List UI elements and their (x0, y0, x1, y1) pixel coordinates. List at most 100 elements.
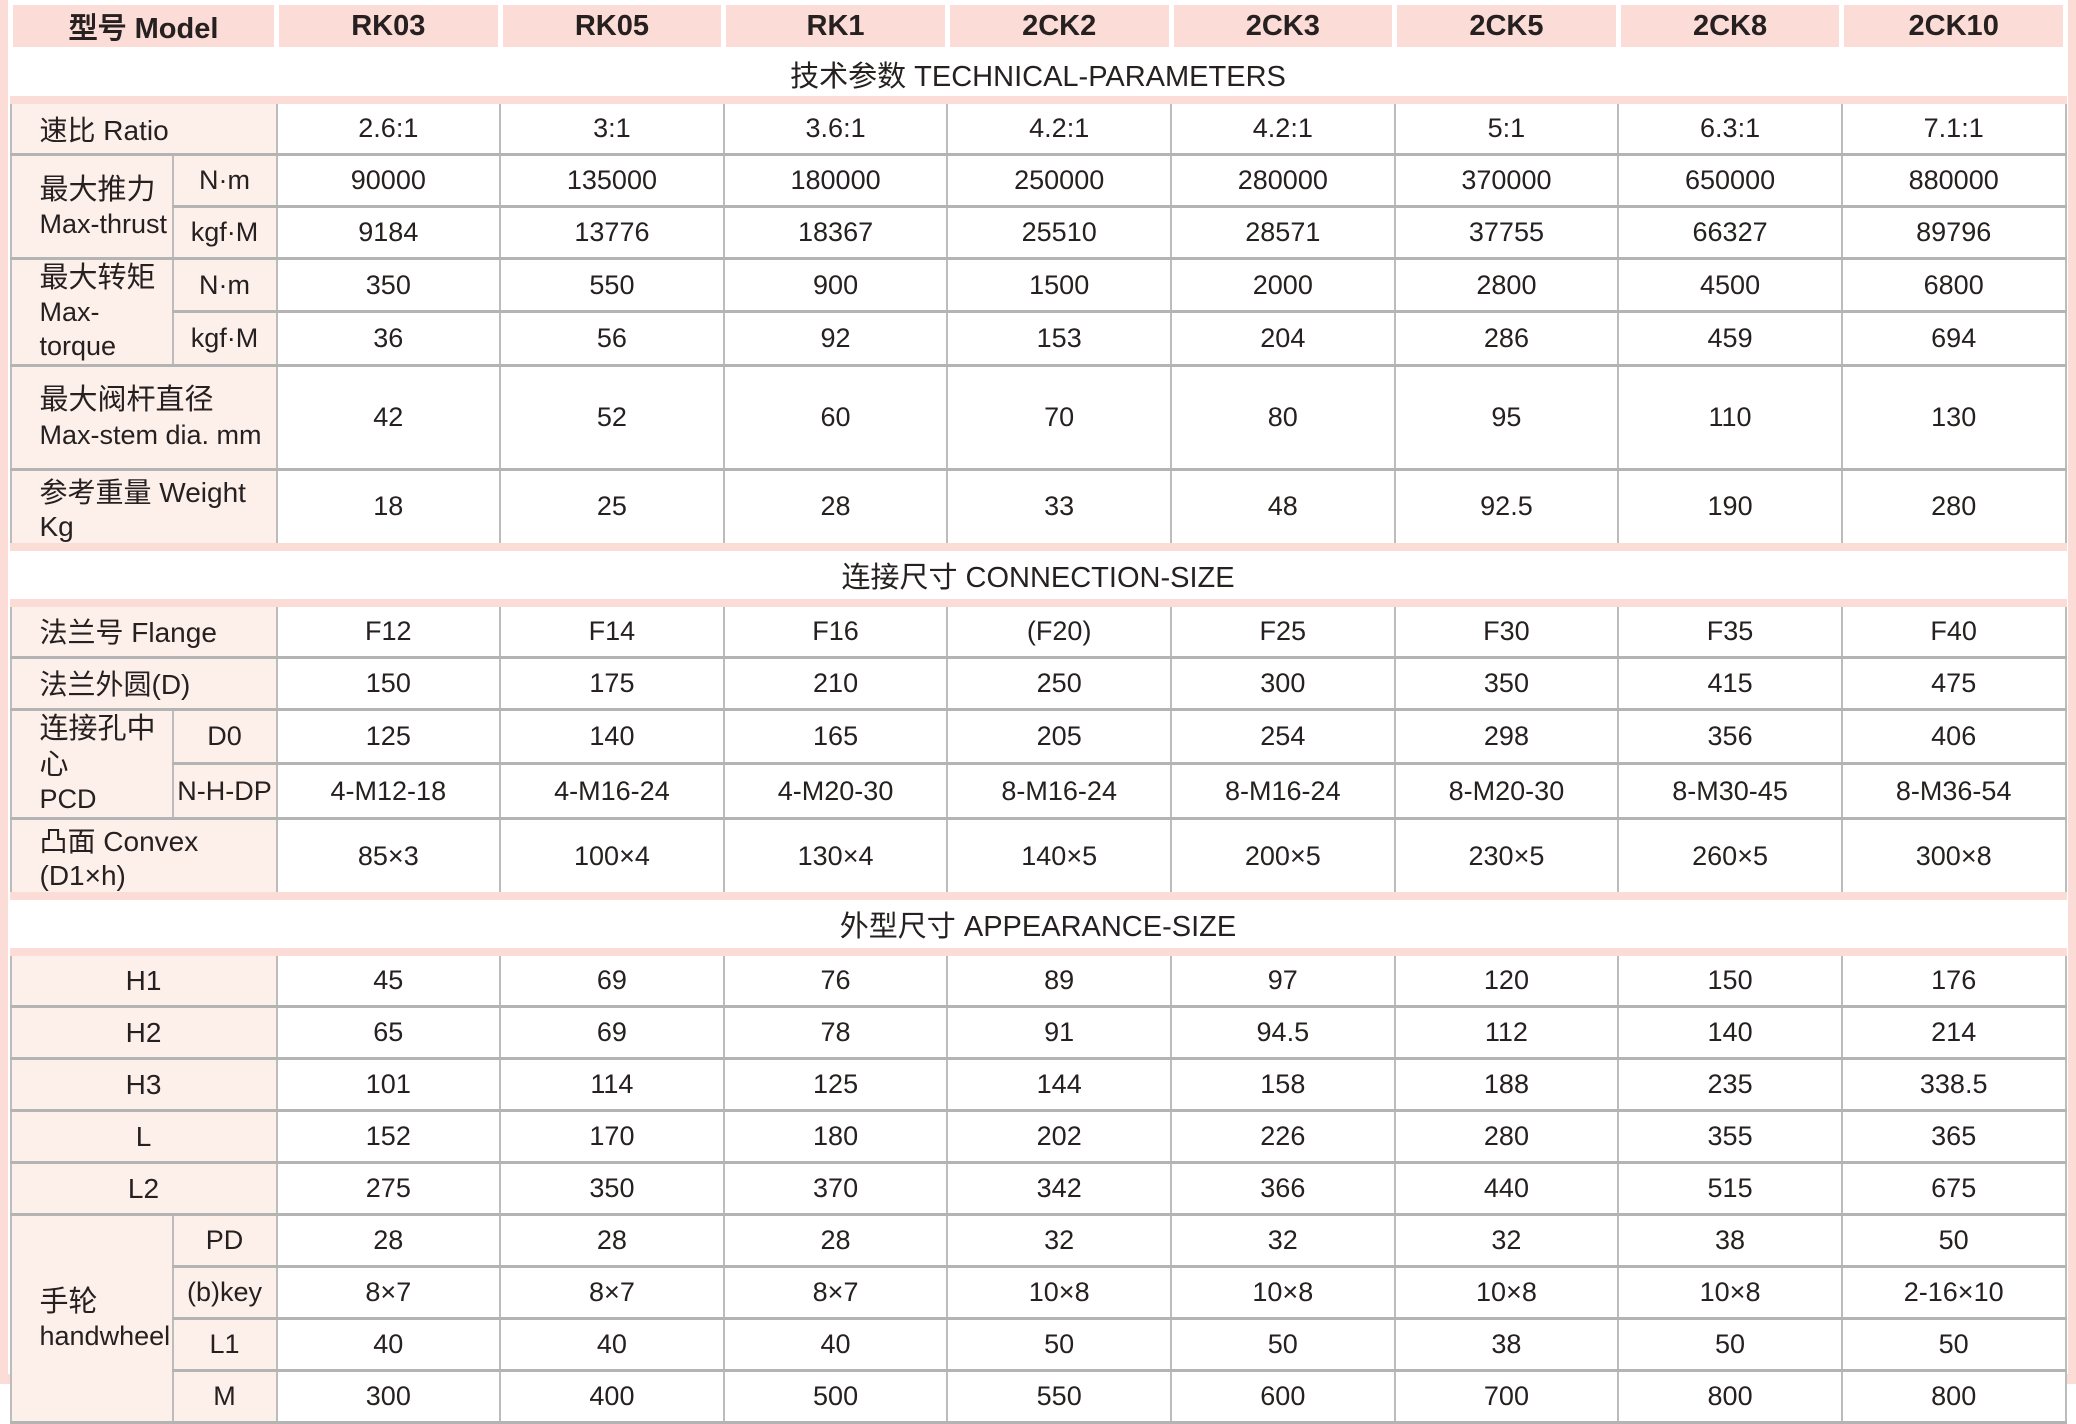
value-cell: 8×7 (722, 1265, 949, 1320)
value-cell: 298 (1393, 707, 1620, 766)
value-cell: 8-M16-24 (1170, 762, 1396, 820)
value-cell: 800 (1617, 1369, 1843, 1424)
value-cell: 125 (275, 707, 502, 766)
value-cell: 50 (1170, 1317, 1396, 1372)
row-label-en: Max-stem dia. mm (39, 419, 262, 450)
value-cell: 25510 (946, 205, 1172, 260)
value-cell: 1500 (946, 256, 1172, 314)
value-cell: 92 (722, 310, 949, 367)
row-label-en: Max-thrust (39, 208, 168, 239)
value-cell: 500 (722, 1369, 949, 1424)
value-cell: 280 (1840, 467, 2067, 549)
value-cell: 52 (499, 363, 725, 471)
value-cell: 36 (275, 310, 502, 367)
value-cell: 170 (499, 1109, 725, 1164)
row-label-max-stem: 最大阀杆直径 Max-stem dia. mm (9, 363, 278, 471)
value-cell: 8×7 (275, 1265, 502, 1320)
unit-label-nm: N·m (171, 153, 278, 208)
value-cell: 50 (1617, 1317, 1843, 1372)
value-cell: 6800 (1840, 256, 2067, 314)
value-cell: 38 (1393, 1317, 1620, 1372)
value-cell: 78 (722, 1005, 949, 1060)
value-cell: 7.1:1 (1840, 98, 2067, 156)
row-label-zh: 连接孔中心 (39, 712, 156, 781)
unit-label-nm: N·m (171, 256, 278, 314)
value-cell: 275 (275, 1161, 502, 1216)
value-cell: 6.3:1 (1617, 98, 1843, 156)
col-header-model: 型号 Model (8, 0, 279, 52)
value-cell: 8-M36-54 (1840, 762, 2067, 820)
value-cell: 8-M30-45 (1617, 762, 1843, 820)
table-row: H1 45 69 76 89 97 120 150 176 (9, 950, 2067, 1008)
value-cell: 40 (275, 1317, 502, 1372)
table-row: L1 40 40 40 50 50 38 50 50 (11, 1317, 2067, 1372)
value-cell: 356 (1617, 707, 1843, 766)
value-cell: 110 (1617, 363, 1843, 471)
value-cell: 120 (1393, 950, 1620, 1008)
value-cell: 76 (722, 950, 949, 1008)
value-cell: 230×5 (1393, 817, 1620, 898)
value-cell: 32 (1393, 1213, 1620, 1268)
value-cell: 342 (946, 1161, 1172, 1216)
value-cell: 2.6:1 (275, 98, 502, 156)
table-row: L2 275 350 370 342 366 440 515 675 (9, 1161, 2067, 1216)
value-cell: 4-M20-30 (722, 762, 949, 820)
value-cell: 250 (946, 655, 1172, 711)
table-row: 最大推力 Max-thrust N·m 90000 135000 180000 … (9, 153, 2067, 260)
row-label-ratio: 速比 Ratio (9, 98, 278, 156)
value-cell: 33 (946, 467, 1172, 549)
value-cell: 415 (1617, 655, 1843, 711)
value-cell: 10×8 (1617, 1265, 1843, 1320)
value-cell: 300 (1170, 655, 1396, 711)
value-cell: 158 (1170, 1057, 1396, 1112)
row-label-en: handwheel (39, 1320, 171, 1351)
table-row: kgf·M 36 56 92 153 204 286 459 694 (11, 310, 2067, 367)
value-cell: 4.2:1 (1170, 98, 1396, 156)
value-cell: 152 (275, 1109, 502, 1164)
value-cell: 370 (722, 1161, 949, 1216)
row-label-zh: 手轮 (39, 1285, 98, 1318)
value-cell: 459 (1617, 310, 1843, 367)
value-cell: 28 (499, 1213, 725, 1268)
table-row: H2 65 69 78 91 94.5 112 140 214 (9, 1005, 2067, 1060)
value-cell: 50 (946, 1317, 1172, 1372)
value-cell: 300×8 (1840, 817, 2067, 898)
value-cell: 91 (946, 1005, 1172, 1060)
table-row: 手轮 handwheel PD 28 28 28 32 32 32 38 50 (9, 1213, 2067, 1424)
value-cell: 10×8 (1393, 1265, 1620, 1320)
value-cell: 235 (1617, 1057, 1843, 1112)
value-cell: 3:1 (499, 98, 725, 156)
unit-label-kgfm: kgf·M (171, 205, 278, 260)
value-cell: 85×3 (275, 817, 502, 898)
value-cell: F16 (722, 601, 949, 659)
value-cell: 2000 (1170, 256, 1396, 314)
value-cell: F30 (1393, 601, 1620, 659)
value-cell: 440 (1393, 1161, 1620, 1216)
row-label-weight: 参考重量 Weight Kg (9, 467, 278, 549)
table-row: M 300 400 500 550 600 700 800 800 (11, 1369, 2067, 1424)
table-row: 法兰外圆(D) 150 175 210 250 300 350 415 475 (9, 655, 2067, 711)
col-header-2ck3: 2CK3 (1168, 0, 1398, 52)
row-label-max-torque: 最大转矩 Max-torque (9, 257, 174, 367)
value-cell: 125 (722, 1057, 949, 1112)
value-cell: 90000 (275, 153, 502, 208)
value-cell: 56 (499, 310, 725, 367)
row-label-flange: 法兰号 Flange (9, 601, 278, 659)
row-label-en: Max-torque (39, 297, 117, 361)
value-cell: 204 (1170, 310, 1396, 367)
table-row: 参考重量 Weight Kg 18 25 28 33 48 92.5 190 2… (9, 467, 2067, 549)
value-cell: 9184 (275, 205, 502, 260)
section-title-connection: 连接尺寸 CONNECTION-SIZE (10, 542, 2066, 607)
row-label-en: PCD (39, 784, 97, 815)
value-cell: 180000 (722, 153, 949, 208)
row-label-zh: 最大转矩 (39, 262, 156, 294)
value-cell: 89796 (1840, 205, 2067, 260)
value-cell: 10×8 (1170, 1265, 1396, 1320)
spec-table: 型号 Model RK03 RK05 RK1 2CK2 2CK3 2CK5 2C… (8, 0, 2068, 1424)
value-cell: 4-M16-24 (499, 762, 725, 820)
value-cell: 515 (1617, 1161, 1843, 1216)
value-cell: 32 (1170, 1213, 1396, 1268)
value-cell: 400 (499, 1369, 725, 1424)
value-cell: 550 (499, 256, 725, 314)
